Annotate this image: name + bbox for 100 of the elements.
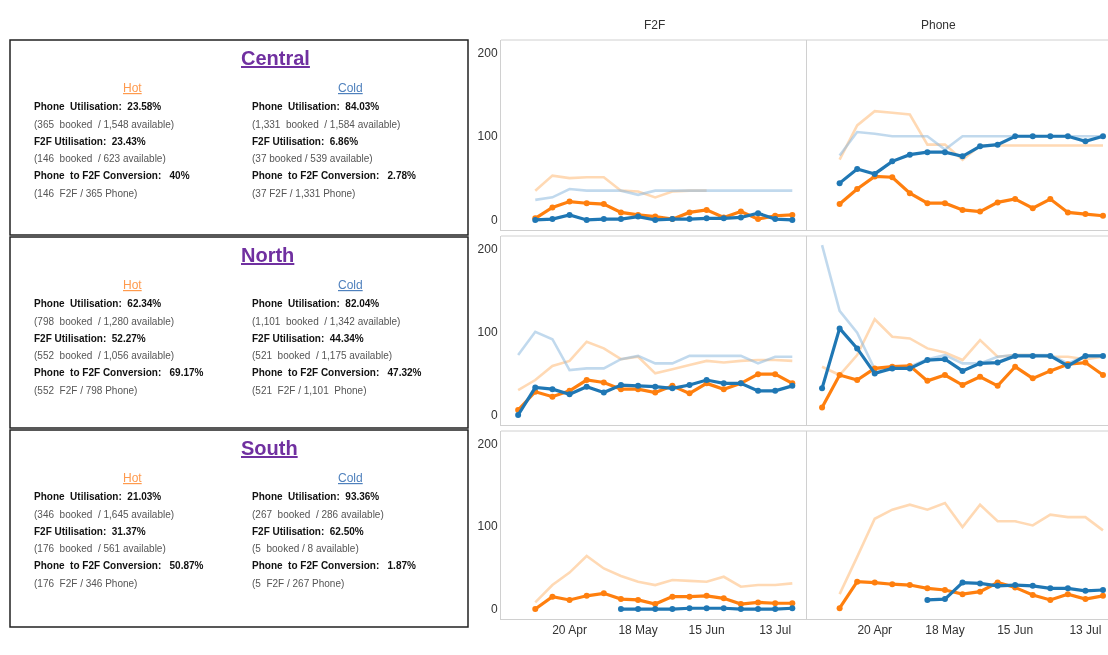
point <box>819 385 826 392</box>
point <box>686 382 693 389</box>
point <box>836 325 843 332</box>
y-tick-label: 100 <box>477 324 498 339</box>
point <box>703 215 710 222</box>
point <box>924 585 931 592</box>
point <box>906 190 913 197</box>
point <box>854 578 861 585</box>
point <box>924 149 931 156</box>
point <box>1012 363 1019 370</box>
text: Cold <box>338 81 363 95</box>
point <box>703 206 710 213</box>
point <box>941 587 948 594</box>
text: (1,331 booked / 1,584 available) <box>252 119 401 130</box>
point <box>566 198 573 205</box>
point <box>1064 209 1071 216</box>
point <box>836 201 843 208</box>
point <box>871 579 878 586</box>
chart-title: Phone <box>921 18 957 32</box>
text: (37 F2F / 1,331 Phone) <box>252 188 356 199</box>
point <box>994 382 1001 389</box>
point <box>1029 352 1036 359</box>
text: Hot <box>123 471 143 485</box>
x-tick-label: 15 Jun <box>688 623 725 638</box>
point <box>1012 133 1019 140</box>
text: F2F Utilisation: 23.43% <box>34 136 146 147</box>
y-tick-label: 200 <box>477 436 498 451</box>
text: Phone to F2F Conversion: 47.32% <box>252 367 422 378</box>
point <box>994 141 1001 148</box>
point <box>652 383 659 390</box>
point <box>515 412 522 419</box>
point <box>1082 138 1089 145</box>
point <box>755 387 762 394</box>
point <box>635 382 642 389</box>
point <box>941 372 948 379</box>
point <box>836 605 843 612</box>
text: (521 F2F / 1,101 Phone) <box>252 385 367 396</box>
text: Phone Utilisation: 23.58% <box>34 101 162 112</box>
point <box>686 390 693 397</box>
point <box>1099 212 1106 219</box>
text: Phone to F2F Conversion: 69.17% <box>34 367 204 378</box>
point <box>906 151 913 158</box>
point <box>994 199 1001 206</box>
point <box>1082 352 1089 359</box>
text: (146 F2F / 365 Phone) <box>34 188 138 199</box>
text: F2F Utilisation: 52.27% <box>34 333 146 344</box>
y-tick-label: 200 <box>477 45 498 60</box>
point <box>977 208 984 215</box>
text: F2F Utilisation: 31.37% <box>34 526 146 537</box>
x-tick-label: 13 Jul <box>759 623 792 638</box>
point <box>1082 587 1089 594</box>
point <box>994 359 1001 366</box>
text: Hot <box>123 278 143 292</box>
point <box>924 200 931 207</box>
point <box>819 404 826 411</box>
point <box>789 216 796 223</box>
point <box>737 214 744 221</box>
y-tick-label: 200 <box>477 241 498 256</box>
point <box>1082 359 1089 366</box>
point <box>1064 591 1071 598</box>
point <box>772 371 779 378</box>
text: F2F Utilisation: 62.50% <box>252 526 364 537</box>
point <box>600 389 607 396</box>
point <box>1047 196 1054 203</box>
point <box>871 370 878 377</box>
point <box>549 386 556 393</box>
text: F2F Utilisation: 44.34% <box>252 333 364 344</box>
point <box>1029 133 1036 140</box>
point <box>977 143 984 150</box>
text: (176 F2F / 346 Phone) <box>34 578 138 589</box>
point <box>583 200 590 207</box>
text: Phone Utilisation: 82.04% <box>252 298 380 309</box>
point <box>1099 352 1106 359</box>
y-tick-label: 0 <box>490 408 498 423</box>
x-tick-label: 15 Jun <box>997 623 1034 638</box>
text: (521 booked / 1,175 available) <box>252 350 393 361</box>
point <box>1099 372 1106 379</box>
point <box>836 180 843 187</box>
text: (552 F2F / 798 Phone) <box>34 385 138 396</box>
point <box>652 389 659 396</box>
point <box>789 211 796 218</box>
point <box>854 165 861 172</box>
point <box>617 382 624 389</box>
point <box>617 216 624 223</box>
y-tick-label: 0 <box>490 602 498 617</box>
text: Phone to F2F Conversion: 40% <box>34 170 190 181</box>
text: South <box>241 437 298 459</box>
point <box>566 211 573 218</box>
text: Hot <box>123 81 143 95</box>
point <box>549 393 556 400</box>
point <box>755 371 762 378</box>
point <box>889 158 896 165</box>
y-tick-label: 100 <box>477 519 498 534</box>
point <box>924 596 931 603</box>
point <box>549 204 556 211</box>
point <box>532 384 539 391</box>
point <box>583 377 590 384</box>
point <box>959 382 966 389</box>
point <box>977 580 984 587</box>
point <box>1064 585 1071 592</box>
